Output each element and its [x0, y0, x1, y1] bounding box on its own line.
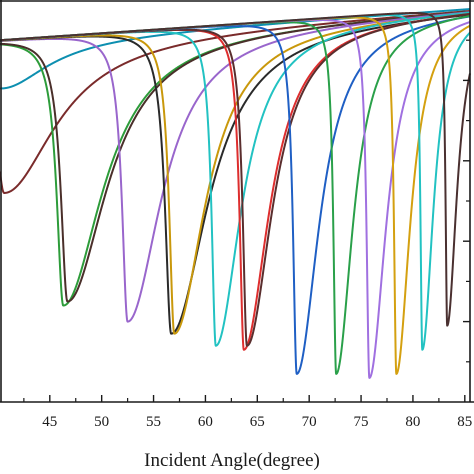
x-axis-title: Incident Angle(degree) — [144, 450, 320, 471]
x-tick-label-45: 45 — [42, 414, 57, 430]
x-tick-label-50: 50 — [94, 414, 109, 430]
x-ticks-group: 45 50 55 60 65 70 75 80 85 — [23, 395, 472, 430]
series-line-5 — [0, 11, 471, 323]
curves-group — [0, 8, 471, 379]
x-tick-label-65: 65 — [250, 414, 265, 430]
x-tick-label-80: 80 — [405, 414, 420, 430]
series-line-16 — [0, 12, 471, 327]
y-ticks-group — [463, 39, 470, 363]
x-tick-label-75: 75 — [354, 414, 369, 430]
x-tick-label-55: 55 — [146, 414, 161, 430]
series-line-2 — [0, 10, 471, 194]
x-tick-label-85: 85 — [457, 414, 472, 430]
x-tick-label-70: 70 — [302, 414, 317, 430]
series-line-4 — [0, 10, 471, 303]
x-tick-label-60: 60 — [198, 414, 213, 430]
